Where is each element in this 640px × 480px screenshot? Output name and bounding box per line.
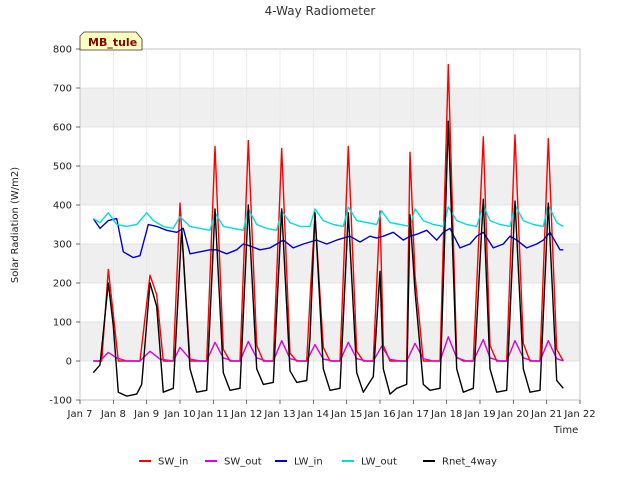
grid-lines [79,48,581,401]
plot-background [80,49,580,400]
x-tick-label: Jan 14 [297,409,329,420]
x-tick-label: Jan 20 [497,409,529,420]
background-band [80,88,580,127]
x-tick-label: Jan 19 [463,409,495,420]
plot-frame [79,48,581,401]
y-tick-label: 500 [53,162,72,173]
y-tick-label: 300 [53,240,72,251]
y-tick-label: 100 [53,318,72,329]
y-tick-label: 400 [53,201,72,212]
series-line-lw-in [92,217,564,259]
site-badge-box [79,31,143,51]
site-badge: MB_tule [79,31,143,51]
legend-label: SW_in [158,457,188,468]
x-tick-label: Jan 18 [430,409,462,420]
x-axis-label: Time [553,425,578,436]
series-line-lw-out [92,204,564,232]
y-axis-ticks: -100 0 100 200 300 400 500 600 700 800 [49,45,80,407]
site-label: MB_tule [88,36,137,49]
x-tick-label: Jan 11 [197,409,229,420]
y-tick-label: -100 [49,396,72,407]
y-tick-label: 200 [53,279,72,290]
x-tick-label: Jan 10 [163,409,195,420]
y-tick-label: 0 [66,357,72,368]
background-band [80,244,580,283]
chart-title: 4-Way Radiometer [265,4,376,18]
x-tick-label: Jan 16 [363,409,395,420]
series-lines [92,63,564,397]
x-tick-label: Jan 15 [330,409,362,420]
x-tick-label: Jan 12 [230,409,262,420]
x-tick-label: Jan 8 [100,409,126,420]
x-tick-label: Jan 13 [263,409,295,420]
x-tick-label: Jan 17 [397,409,429,420]
x-tick-label: Jan 7 [67,409,93,420]
legend: SW_in SW_out LW_in LW_out Rnet_4way [139,457,497,468]
x-axis-ticks: Jan 7 Jan 8 Jan 9 Jan 10 Jan 11 Jan 12 Jan 13 J… [67,400,596,420]
legend-label: LW_in [294,457,323,468]
legend-label: LW_out [361,457,397,468]
legend-label: Rnet_4way [442,457,497,468]
background-band [80,166,580,205]
x-tick-label: Jan 9 [133,409,159,420]
y-tick-label: 700 [53,84,72,95]
x-tick-label: Jan 22 [563,409,595,420]
x-tick-label: Jan 21 [530,409,562,420]
y-axis-label: Solar Radiation (W/m2) [10,167,21,283]
y-tick-label: 600 [53,123,72,134]
y-tick-label: 800 [53,45,72,56]
series-line-rnet-4way [92,120,564,397]
legend-label: SW_out [224,457,262,468]
